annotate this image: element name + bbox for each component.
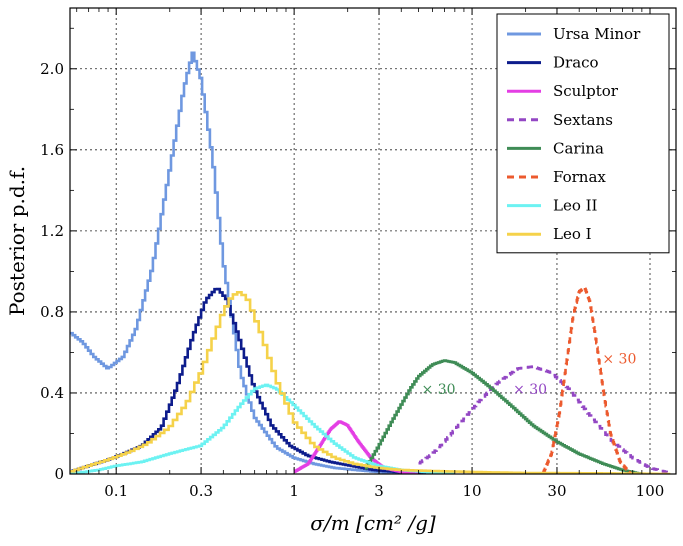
legend-label: Draco [553,54,599,72]
legend-label: Sculptor [553,82,619,100]
legend-label: Carina [553,139,604,157]
series-sculptor [293,420,419,474]
legend-box [496,13,670,254]
x-tick-label: 0.3 [189,482,213,500]
multiplier-annotation: × 30 [422,382,456,398]
y-tick-label: 0.8 [40,303,64,321]
legend-label: Ursa Minor [553,25,641,43]
x-tick-label: 30 [547,482,566,500]
x-tick-label: 0.1 [104,482,128,500]
series-curves [70,51,671,474]
multiplier-annotation: × 30 [602,352,636,368]
series-fornax [542,286,632,474]
y-axis-title: Posterior p.d.f. [5,166,29,316]
x-axis-title: σ/m [cm² /g] [310,511,436,535]
y-tick-label: 0.4 [40,384,64,402]
legend-label: Leo II [553,197,598,215]
series-leo-i [70,291,671,474]
axis-ticks [70,8,676,475]
series-draco [70,287,445,474]
x-tick-labels: 0.1 0.3 1 3 10 30 100 [104,482,664,500]
y-tick-label: 1.6 [40,141,64,159]
x-tick-label: 3 [374,482,384,500]
plot-frame [69,7,677,475]
series-ursa-minor [70,51,433,474]
y-tick-label: 2.0 [40,60,64,78]
y-tick-label: 1.2 [40,222,64,240]
x-tick-label: 10 [463,482,482,500]
multiplier-annotation: × 30 [513,382,547,398]
y-tick-label: 0 [54,465,64,483]
annotations: × 30 × 30 × 30 [422,352,637,398]
legend-label: Leo I [553,225,592,243]
legend-label: Sextans [553,111,613,129]
y-tick-labels: 0 0.4 0.8 1.2 1.6 2.0 [40,60,64,483]
legend: Ursa Minor Draco Sculptor Sextans Carina Forn… [496,13,670,254]
x-tick-label: 100 [636,482,665,500]
series-carina [364,359,642,474]
x-tick-label: 1 [289,482,299,500]
legend-label: Fornax [553,168,606,186]
